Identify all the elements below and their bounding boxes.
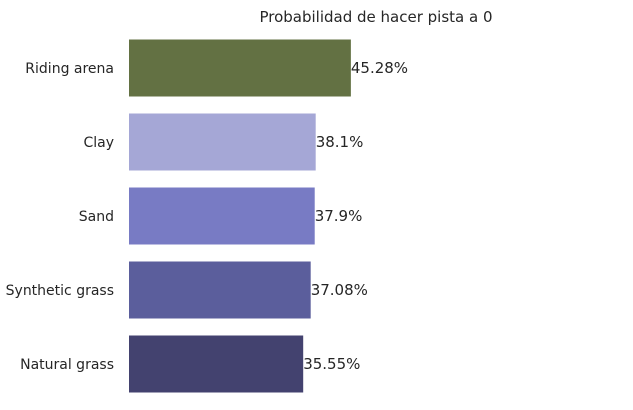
value-label: 37.08% (311, 281, 368, 299)
bar-sand (129, 187, 315, 245)
bar-synthetic-grass (129, 261, 311, 319)
category-label: Clay (83, 135, 114, 151)
category-label: Sand (79, 209, 114, 225)
category-label: Riding arena (25, 61, 114, 77)
category-label: Synthetic grass (6, 283, 114, 299)
bar-riding-arena (129, 39, 351, 97)
bar-clay (129, 113, 316, 171)
value-label: 37.9% (315, 207, 363, 225)
value-label: 45.28% (351, 59, 408, 77)
bar-natural-grass (129, 335, 304, 393)
value-label: 35.55% (303, 355, 360, 373)
bars-layer: Riding arena 45.28% Clay 38.1% Sand 37.9% Synt… (6, 39, 408, 393)
category-label: Natural grass (20, 357, 114, 373)
value-label: 38.1% (316, 133, 364, 151)
chart-title: Probabilidad de hacer pista a 0 (259, 8, 492, 26)
